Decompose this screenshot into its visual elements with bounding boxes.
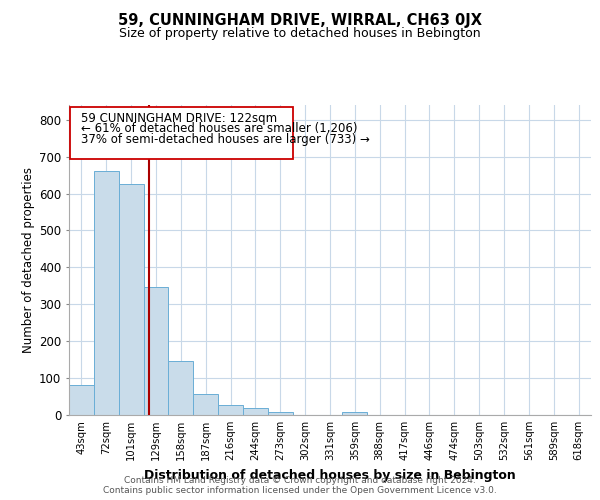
Bar	[268, 412, 293, 415]
Text: Contains HM Land Registry data © Crown copyright and database right 2024.: Contains HM Land Registry data © Crown c…	[124, 476, 476, 485]
Bar	[193, 394, 218, 415]
Text: 59, CUNNINGHAM DRIVE, WIRRAL, CH63 0JX: 59, CUNNINGHAM DRIVE, WIRRAL, CH63 0JX	[118, 12, 482, 28]
Text: Size of property relative to detached houses in Bebington: Size of property relative to detached ho…	[119, 28, 481, 40]
X-axis label: Distribution of detached houses by size in Bebington: Distribution of detached houses by size …	[144, 468, 516, 481]
Text: 59 CUNNINGHAM DRIVE: 122sqm: 59 CUNNINGHAM DRIVE: 122sqm	[82, 112, 278, 124]
Bar	[94, 172, 119, 415]
Text: Contains public sector information licensed under the Open Government Licence v3: Contains public sector information licen…	[103, 486, 497, 495]
Bar	[218, 405, 243, 415]
Text: 37% of semi-detached houses are larger (733) →: 37% of semi-detached houses are larger (…	[82, 133, 370, 146]
Bar	[343, 412, 367, 415]
Bar	[70, 107, 293, 158]
Bar	[119, 184, 143, 415]
Y-axis label: Number of detached properties: Number of detached properties	[22, 167, 35, 353]
Bar	[243, 408, 268, 415]
Bar	[169, 362, 193, 415]
Bar	[69, 384, 94, 415]
Bar	[143, 287, 169, 415]
Text: ← 61% of detached houses are smaller (1,206): ← 61% of detached houses are smaller (1,…	[82, 122, 358, 136]
